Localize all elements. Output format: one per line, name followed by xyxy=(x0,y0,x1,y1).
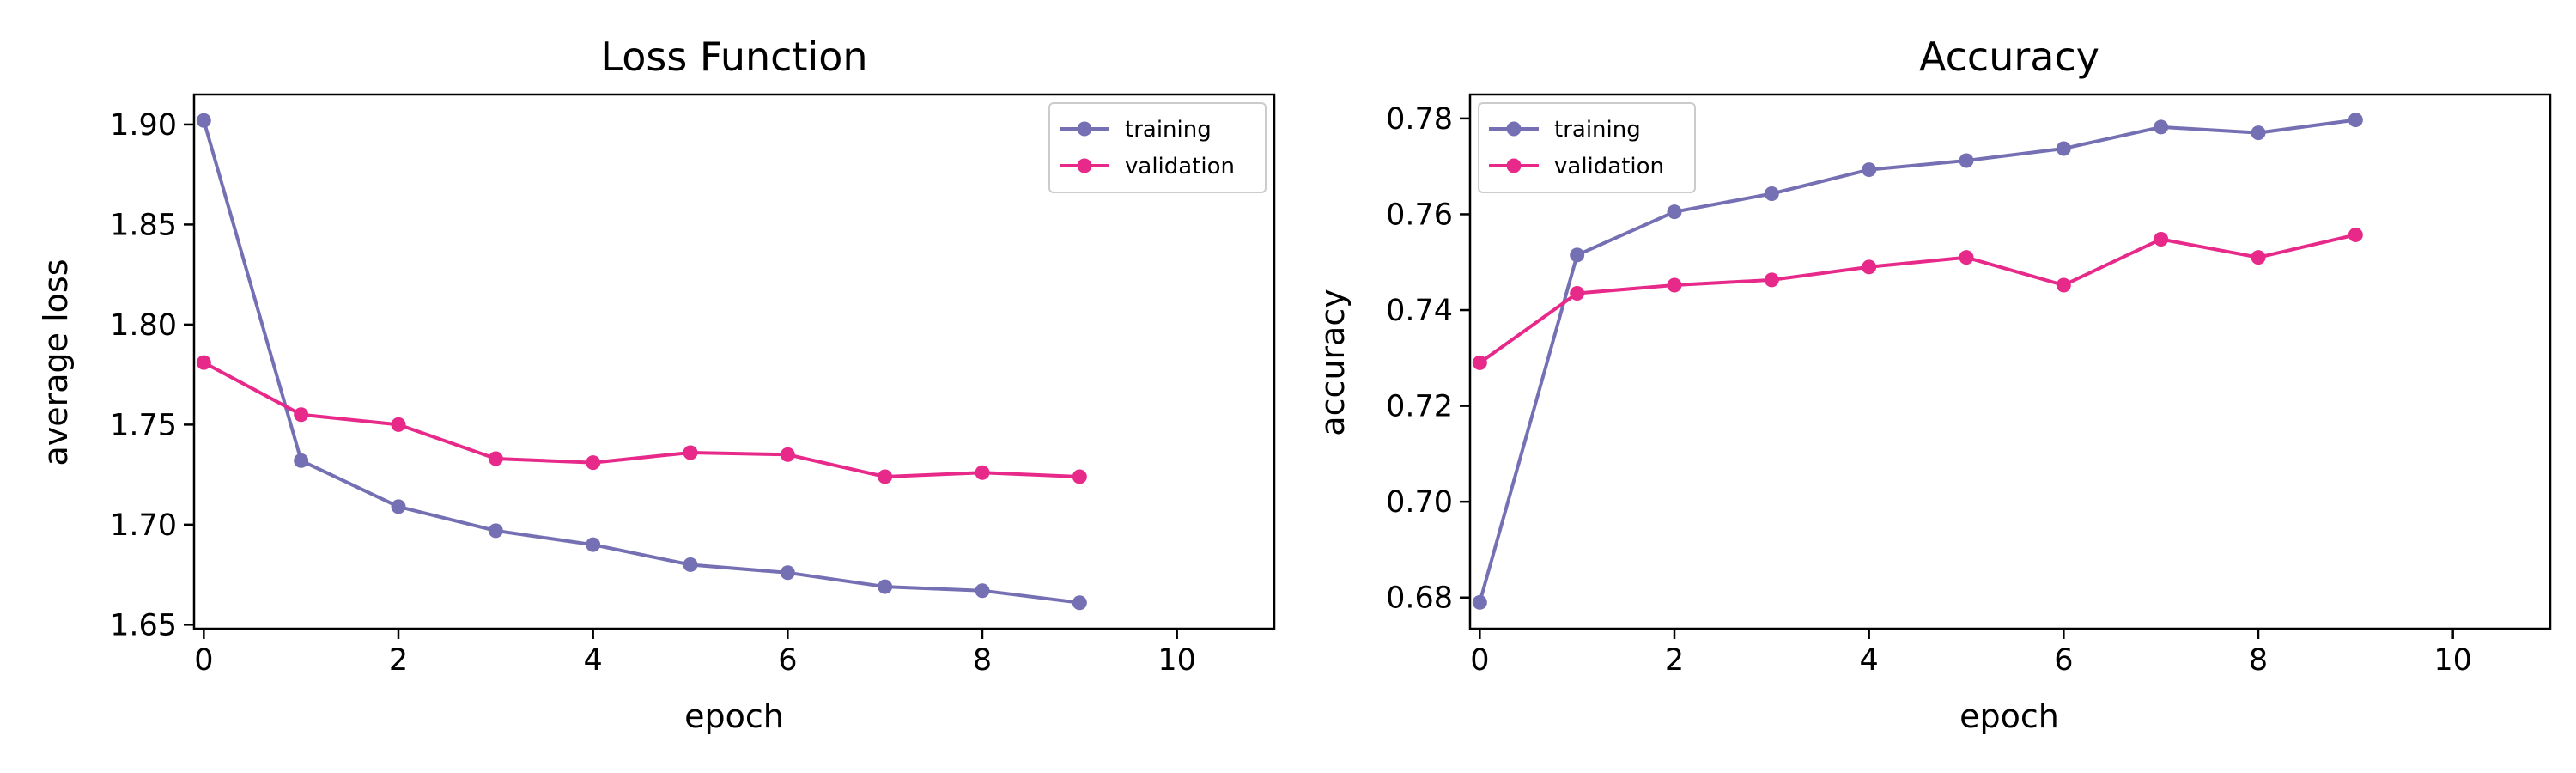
loss-point-validation xyxy=(878,469,893,484)
loss-point-training xyxy=(975,583,990,599)
accuracy-series-line-training xyxy=(1478,118,2358,605)
loss-point-training xyxy=(1072,595,1087,611)
loss-legend-swatch-marker xyxy=(1077,121,1092,137)
accuracy-plot-frame xyxy=(1468,93,2552,630)
loss-series-line-training xyxy=(202,119,1082,605)
accuracy-point-validation xyxy=(2056,277,2071,293)
accuracy-point-training xyxy=(1570,247,1585,263)
accuracy-point-validation xyxy=(1667,277,1682,293)
loss-x-tick-label: 0 xyxy=(194,643,213,678)
loss-x-tick-label: 4 xyxy=(584,643,603,678)
accuracy-x-tick-label: 6 xyxy=(2054,643,2073,678)
accuracy-point-training xyxy=(1862,162,1877,178)
loss-y-tick-label: 1.65 xyxy=(110,608,177,642)
accuracy-y-axis-label: accuracy xyxy=(1314,289,1352,435)
loss-point-training xyxy=(294,453,309,468)
accuracy-legend-label-validation: validation xyxy=(1554,154,1664,180)
loss-point-training xyxy=(683,557,698,572)
accuracy-x-tick-label: 4 xyxy=(1860,643,1879,678)
loss-x-tick-label: 10 xyxy=(1157,643,1196,678)
loss-series-line-validation xyxy=(202,361,1082,478)
accuracy-x-axis-label: epoch xyxy=(1959,697,2059,735)
loss-point-training xyxy=(878,579,893,594)
accuracy-point-training xyxy=(2348,113,2363,128)
accuracy-point-training xyxy=(1959,153,1974,168)
loss-legend: training validation xyxy=(1048,102,1267,193)
loss-point-validation xyxy=(488,451,503,466)
accuracy-y-tick-label: 0.68 xyxy=(1386,581,1453,616)
accuracy-point-validation xyxy=(1959,250,1974,265)
accuracy-point-validation xyxy=(2251,250,2266,265)
accuracy-y-tick-label: 0.74 xyxy=(1386,294,1453,328)
accuracy-point-validation xyxy=(1570,286,1585,301)
accuracy-ticks: 0 2 4 6 8 10 0.68 0.70 0.72 0.74 0.76 0.78 xyxy=(1386,102,2472,678)
accuracy-point-training xyxy=(1764,186,1779,201)
loss-point-validation xyxy=(196,355,211,370)
accuracy-point-validation xyxy=(1862,259,1877,275)
accuracy-chart-title: Accuracy xyxy=(1919,33,2099,80)
loss-chart-title: Loss Function xyxy=(600,33,867,80)
loss-point-validation xyxy=(1072,469,1087,484)
loss-point-validation xyxy=(294,407,309,423)
loss-y-tick-label: 1.85 xyxy=(110,208,177,242)
loss-legend-label-validation: validation xyxy=(1125,154,1235,180)
accuracy-point-training xyxy=(2154,119,2169,135)
accuracy-x-tick-label: 10 xyxy=(2433,643,2472,678)
loss-legend-box xyxy=(1048,102,1267,193)
accuracy-legend-label-training: training xyxy=(1554,117,1641,143)
loss-y-tick-label: 1.75 xyxy=(110,408,177,442)
loss-ticks: 0 2 4 6 8 10 1.65 1.70 1.75 1.80 1.85 1.90 xyxy=(110,108,1196,678)
accuracy-point-validation xyxy=(2154,231,2169,247)
loss-point-validation xyxy=(780,447,795,462)
accuracy-point-training xyxy=(2251,125,2266,141)
accuracy-x-tick-label: 8 xyxy=(2249,643,2268,678)
loss-y-tick-label: 1.90 xyxy=(110,108,177,143)
loss-y-tick-label: 1.80 xyxy=(110,308,177,343)
loss-x-tick-label: 8 xyxy=(973,643,992,678)
loss-point-validation xyxy=(975,465,990,480)
loss-point-validation xyxy=(586,455,601,471)
loss-point-training xyxy=(586,537,601,552)
loss-y-tick-label: 1.70 xyxy=(110,508,177,543)
loss-x-axis-label: epoch xyxy=(684,697,784,735)
accuracy-point-training xyxy=(1667,204,1682,220)
accuracy-y-tick-label: 0.78 xyxy=(1386,102,1453,137)
loss-point-training xyxy=(780,565,795,581)
loss-point-validation xyxy=(683,445,698,460)
accuracy-point-training xyxy=(1472,594,1487,610)
accuracy-point-validation xyxy=(2348,227,2363,242)
loss-legend-label-training: training xyxy=(1125,117,1212,143)
accuracy-series-marks xyxy=(1472,113,2363,610)
accuracy-point-validation xyxy=(1472,355,1487,370)
loss-plot-frame xyxy=(192,93,1276,630)
loss-series-marks xyxy=(196,113,1087,611)
loss-point-training xyxy=(196,113,211,128)
accuracy-legend-box xyxy=(1478,102,1696,193)
accuracy-x-tick-label: 0 xyxy=(1470,643,1489,678)
accuracy-point-training xyxy=(2056,141,2071,156)
accuracy-legend-swatch-marker xyxy=(1506,121,1522,137)
accuracy-legend-swatch-marker xyxy=(1506,158,1522,173)
loss-point-training xyxy=(391,499,406,514)
loss-point-validation xyxy=(391,417,406,432)
accuracy-y-tick-label: 0.72 xyxy=(1386,390,1453,424)
loss-point-training xyxy=(488,523,503,539)
loss-legend-swatch-marker xyxy=(1077,158,1092,173)
loss-x-tick-label: 2 xyxy=(389,643,408,678)
loss-y-axis-label: average loss xyxy=(37,259,75,466)
accuracy-series-line-validation xyxy=(1478,233,2358,365)
accuracy-y-tick-label: 0.76 xyxy=(1386,198,1453,232)
accuracy-x-tick-label: 2 xyxy=(1665,643,1684,678)
loss-x-tick-label: 6 xyxy=(778,643,797,678)
loss-chart: Loss Function epoch average loss 0 2 4 6 8 10… xyxy=(37,33,1276,735)
accuracy-legend: training validation xyxy=(1478,102,1696,193)
accuracy-point-validation xyxy=(1764,272,1779,288)
accuracy-chart: Accuracy epoch accuracy 0 2 4 6 8 100.680.700… xyxy=(1314,33,2552,735)
accuracy-y-tick-label: 0.70 xyxy=(1386,485,1453,520)
